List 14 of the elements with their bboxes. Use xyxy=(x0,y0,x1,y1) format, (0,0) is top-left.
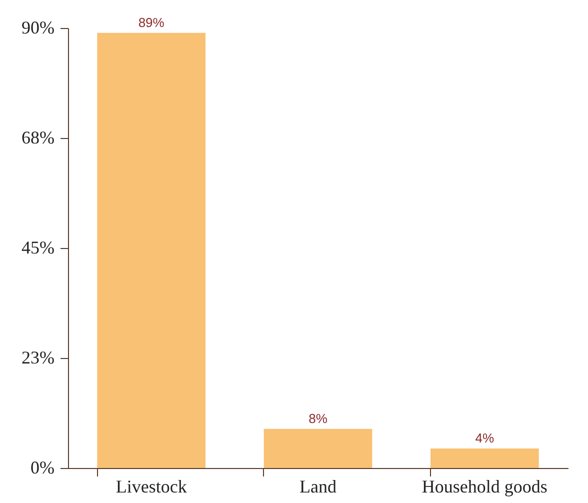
x-tick-label: Household goods xyxy=(422,476,548,496)
bar xyxy=(264,428,372,468)
y-tick-label: 68% xyxy=(22,128,54,148)
bar xyxy=(430,448,539,468)
data-label: 89% xyxy=(138,14,165,30)
y-tick-label: 45% xyxy=(22,238,54,258)
data-label: 8% xyxy=(308,410,328,426)
y-tick-label: 90% xyxy=(22,18,54,38)
data-label: 4% xyxy=(475,430,494,446)
y-tick-label: 23% xyxy=(22,348,54,368)
x-tick-label: Livestock xyxy=(116,476,187,496)
y-tick-label: 0% xyxy=(30,458,54,478)
bar xyxy=(97,32,206,468)
x-tick-label: Land xyxy=(300,476,336,496)
